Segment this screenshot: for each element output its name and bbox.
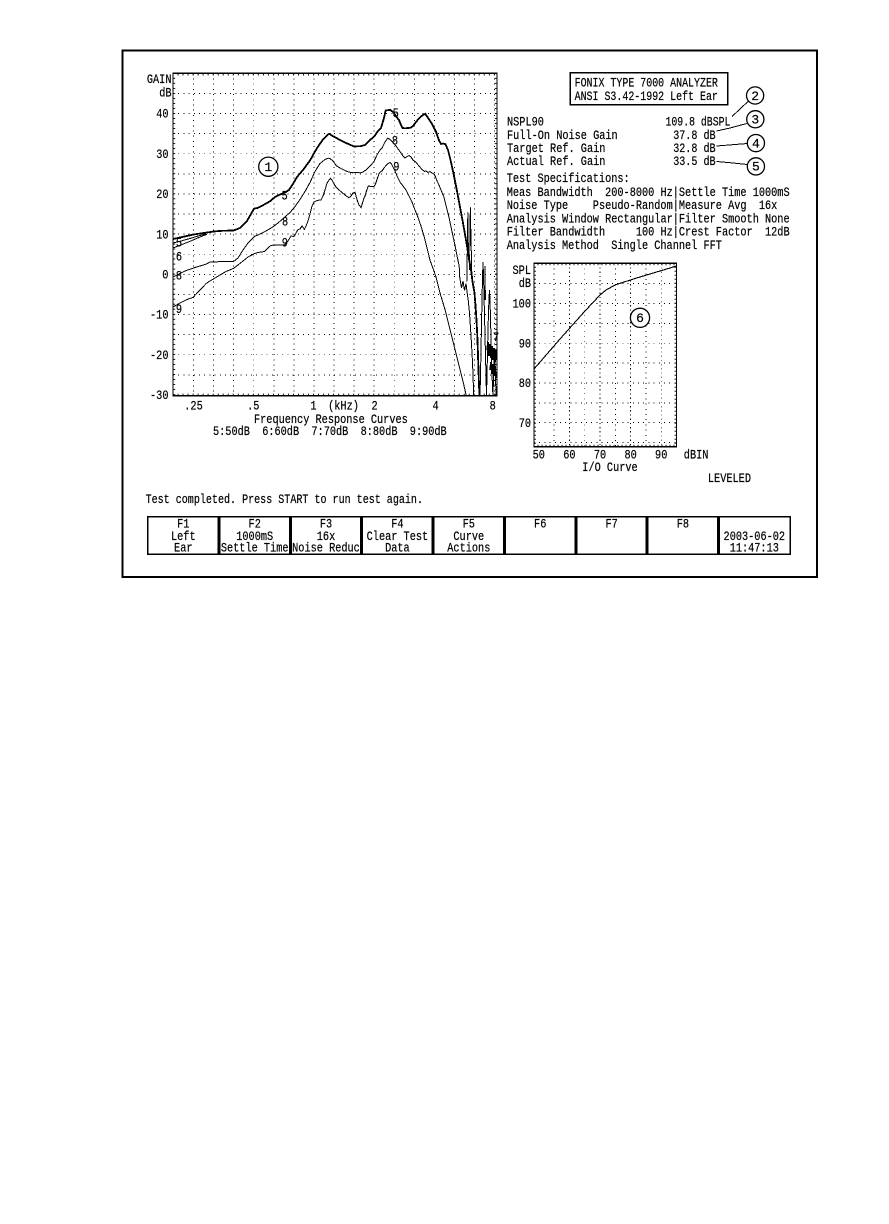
svg-text:6: 6: [636, 311, 644, 326]
svg-text:FONIX TYPE 7000 ANALYZER: FONIX TYPE 7000 ANALYZER: [575, 75, 718, 90]
svg-text:32.8 dB: 32.8 dB: [673, 141, 716, 156]
svg-text:40: 40: [156, 107, 168, 122]
svg-text:109.8 dBSPL: 109.8 dBSPL: [666, 114, 731, 129]
svg-text:20: 20: [156, 187, 168, 202]
svg-text:Filter Bandwidth 100 Hz|Cr: Filter Bandwidth 100 Hz|Crest Factor 12d…: [507, 225, 790, 240]
svg-text:Full-On Noise Gain: Full-On Noise Gain: [507, 128, 618, 143]
svg-text:2: 2: [372, 398, 378, 413]
svg-text:dB: dB: [159, 86, 171, 101]
svg-text:80: 80: [519, 376, 531, 391]
svg-text:7: 7: [493, 330, 499, 345]
svg-text:100: 100: [513, 297, 532, 312]
svg-text:5: 5: [393, 106, 399, 121]
svg-text:F4: F4: [391, 517, 403, 532]
svg-text:Test completed. Press START to: Test completed. Press START to run test …: [146, 492, 423, 507]
svg-text:Data: Data: [385, 540, 410, 555]
svg-text:1000mS: 1000mS: [236, 529, 273, 544]
svg-text:4: 4: [433, 398, 439, 413]
svg-text:Noise Reduc: Noise Reduc: [292, 540, 360, 555]
svg-text:-20: -20: [150, 348, 169, 363]
svg-text:8: 8: [490, 398, 496, 413]
svg-text:2003-06-02: 2003-06-02: [724, 529, 786, 544]
svg-text:33.5 dB: 33.5 dB: [673, 154, 716, 169]
svg-text:F6: F6: [534, 517, 546, 532]
svg-text:ANSI S3.42-1992 Left Ear: ANSI S3.42-1992 Left Ear: [575, 89, 718, 104]
svg-text:Noise Type Pseudo-Random|Me: Noise Type Pseudo-Random|Measure Avg 16x: [507, 198, 778, 213]
svg-text:11:47:13: 11:47:13: [730, 540, 779, 555]
svg-text:Analysis Method Single Channe: Analysis Method Single Channel FFT: [507, 238, 722, 253]
svg-text:10: 10: [156, 227, 168, 242]
svg-text:Analysis Window Rectangular|Fi: Analysis Window Rectangular|Filter Smoot…: [507, 211, 790, 226]
svg-text:Ear: Ear: [174, 540, 193, 555]
svg-text:60: 60: [563, 448, 575, 463]
svg-text:8: 8: [392, 133, 398, 148]
svg-text:9: 9: [393, 160, 399, 175]
svg-text:GAIN: GAIN: [147, 72, 172, 87]
svg-text:9: 9: [282, 236, 288, 251]
svg-text:6: 6: [176, 250, 182, 265]
svg-text:5:50dB 6:60dB 7:70dB 8:80dB: 5:50dB 6:60dB 7:70dB 8:80dB 9:90dB: [213, 424, 447, 439]
svg-text:.25: .25: [184, 398, 203, 413]
svg-text:F7: F7: [605, 517, 617, 532]
svg-text:dBIN: dBIN: [684, 448, 709, 463]
svg-text:5: 5: [176, 235, 182, 250]
svg-text:LEVELED: LEVELED: [708, 471, 751, 486]
svg-text:F5: F5: [463, 517, 475, 532]
svg-text:F1: F1: [177, 517, 189, 532]
svg-text:Curve: Curve: [453, 529, 484, 544]
svg-text:Target Ref. Gain: Target Ref. Gain: [507, 141, 605, 156]
svg-text:Meas Bandwidth 200-8000 Hz|Se: Meas Bandwidth 200-8000 Hz|Settle Time 1…: [507, 185, 790, 200]
svg-text:8: 8: [282, 215, 288, 230]
svg-text:9: 9: [176, 302, 182, 317]
svg-text:3: 3: [751, 113, 759, 128]
svg-text:8: 8: [176, 268, 182, 283]
svg-text:70: 70: [519, 416, 531, 431]
svg-text:(kHz): (kHz): [328, 398, 359, 413]
svg-text:5: 5: [282, 188, 288, 203]
svg-text:16x: 16x: [317, 529, 336, 544]
svg-text:5: 5: [752, 160, 760, 175]
svg-text:Test Specifications:: Test Specifications:: [507, 171, 630, 186]
svg-text:-30: -30: [150, 388, 169, 403]
svg-text:Actions: Actions: [447, 540, 490, 555]
svg-text:4: 4: [752, 136, 760, 151]
svg-text:37.8 dB: 37.8 dB: [673, 128, 716, 143]
svg-text:SPL: SPL: [513, 263, 532, 278]
svg-text:F3: F3: [320, 517, 332, 532]
svg-text:90: 90: [655, 448, 667, 463]
svg-text:50: 50: [533, 448, 545, 463]
svg-text:-10: -10: [150, 308, 169, 323]
svg-text:1: 1: [310, 398, 316, 413]
svg-text:70: 70: [594, 448, 606, 463]
svg-text:0: 0: [162, 268, 168, 283]
svg-text:dB: dB: [519, 276, 531, 291]
svg-text:NSPL90: NSPL90: [507, 114, 544, 129]
svg-text:F2: F2: [249, 517, 261, 532]
svg-text:90: 90: [519, 336, 531, 351]
svg-text:2: 2: [751, 89, 759, 104]
svg-text:Left: Left: [171, 529, 196, 544]
svg-text:Clear Test: Clear Test: [367, 529, 429, 544]
svg-text:Actual Ref. Gain: Actual Ref. Gain: [507, 154, 605, 169]
svg-text:30: 30: [156, 147, 168, 162]
svg-text:I/O Curve: I/O Curve: [582, 460, 637, 475]
svg-text:1: 1: [264, 160, 272, 175]
svg-text:F8: F8: [677, 517, 689, 532]
svg-text:Frequency Response Curves: Frequency Response Curves: [254, 412, 408, 427]
svg-text:.5: .5: [247, 398, 259, 413]
svg-text:80: 80: [624, 448, 636, 463]
svg-text:Settle Time: Settle Time: [221, 540, 289, 555]
